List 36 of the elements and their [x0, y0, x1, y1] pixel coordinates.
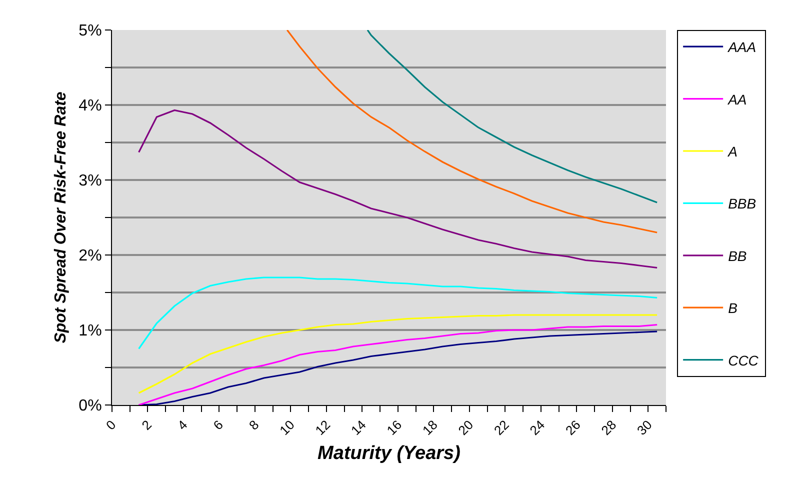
- y-tick-label: 5%: [78, 22, 102, 40]
- legend-label: BBB: [728, 196, 756, 212]
- line-series: [286, 30, 658, 234]
- line-series: [138, 276, 658, 350]
- legend-label: BB: [728, 248, 747, 264]
- x-tick-label: 12: [312, 417, 334, 438]
- legend-label: AAA: [727, 39, 756, 56]
- x-axis-title: Maturity (Years): [318, 442, 460, 464]
- x-tick-label: 2: [138, 417, 154, 433]
- x-tick-label: 22: [491, 417, 512, 438]
- y-tick-label: 0%: [78, 398, 102, 415]
- x-tick-label: 6: [210, 417, 226, 433]
- legend-label: AA: [727, 91, 747, 108]
- x-tick-label: 20: [455, 417, 476, 438]
- legend-label: B: [728, 300, 738, 316]
- y-tick-label: 1%: [78, 322, 102, 340]
- x-tick-label: 10: [276, 417, 298, 438]
- x-tick-label: 26: [562, 417, 584, 438]
- line-series: [366, 30, 658, 204]
- x-tick-label: 0: [102, 417, 119, 433]
- x-tick-label: 30: [634, 417, 655, 438]
- x-tick-label: 4: [174, 417, 190, 433]
- x-tick-label: 18: [420, 417, 440, 438]
- y-axis-title: Spot Spread Over Risk-Free Rate: [52, 92, 70, 344]
- x-tick-label: 8: [246, 417, 262, 433]
- legend-label: CCC: [728, 352, 760, 368]
- y-tick-label: 3%: [78, 172, 102, 190]
- line-series: [138, 314, 658, 394]
- line-series: [138, 109, 658, 269]
- x-tick-label: 14: [348, 417, 369, 438]
- y-tick-label: 4%: [78, 98, 102, 115]
- x-tick-label: 24: [526, 417, 548, 438]
- x-tick-label: 16: [384, 417, 405, 438]
- y-tick-label: 2%: [78, 248, 102, 265]
- x-tick-label: 28: [598, 417, 620, 438]
- legend-label: A: [727, 143, 738, 160]
